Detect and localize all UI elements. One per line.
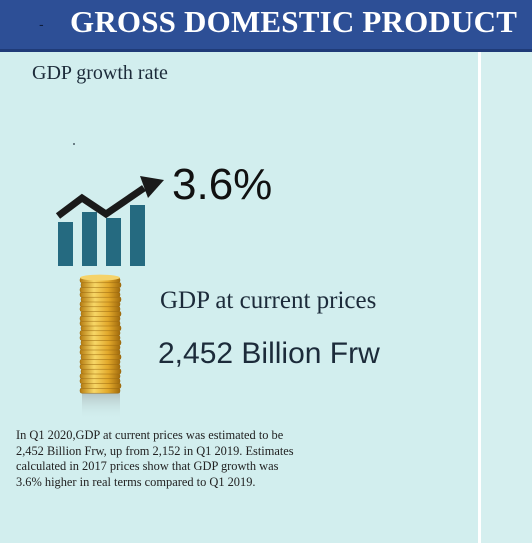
trend-line [55, 185, 146, 219]
current-prices-value: 2,452 Billion Frw [158, 337, 380, 370]
header-bullet: - [39, 16, 44, 32]
header-banner: - GROSS DOMESTIC PRODUCT [0, 0, 532, 52]
coin [79, 344, 121, 351]
coin [80, 282, 122, 288]
coin-stack-icon [79, 274, 122, 420]
description-line: calculated in 2017 prices show that GDP … [16, 459, 279, 473]
coin [80, 354, 122, 360]
coin [79, 334, 121, 341]
coin [79, 330, 121, 336]
coin [79, 315, 121, 322]
coin [79, 286, 121, 293]
coin [80, 382, 122, 389]
coin [79, 306, 121, 312]
chart-bar-3 [106, 218, 121, 266]
description-line: 2,452 Billion Frw, up from 2,152 in Q1 2… [16, 443, 294, 458]
chart-bar-4 [130, 205, 145, 266]
description-line: 3.6% higher in real terms compared to Q1… [16, 474, 256, 489]
coin [79, 349, 121, 356]
coin [79, 358, 121, 365]
page-title: GROSS DOMESTIC PRODUCT [70, 4, 518, 39]
current-prices-label: GDP at current prices [160, 287, 377, 314]
arrow-head [140, 176, 164, 198]
coin [80, 310, 122, 317]
coin [80, 325, 122, 332]
chart-bar-2 [82, 212, 97, 266]
coin [79, 387, 121, 394]
panel-divider [478, 52, 481, 543]
coin-top [80, 274, 120, 281]
description-line: In Q1 2020,GDP at current prices was est… [16, 428, 284, 442]
growth-rate-value: 3.6% [172, 160, 273, 209]
coin [80, 296, 122, 303]
decorative-dot [73, 143, 75, 145]
chart-bar-1 [58, 222, 73, 266]
coin [79, 378, 121, 384]
coin [79, 320, 121, 327]
right-panel [481, 52, 532, 543]
growth-rate-label: GDP growth rate [32, 62, 168, 84]
coin [79, 363, 121, 370]
description-paragraph: In Q1 2020,GDP at current prices was est… [16, 428, 366, 490]
coin [79, 291, 121, 298]
growth-chart-icon [55, 176, 164, 266]
coin [79, 301, 121, 308]
coin [80, 368, 122, 375]
coin [79, 373, 121, 380]
coin [80, 339, 122, 346]
